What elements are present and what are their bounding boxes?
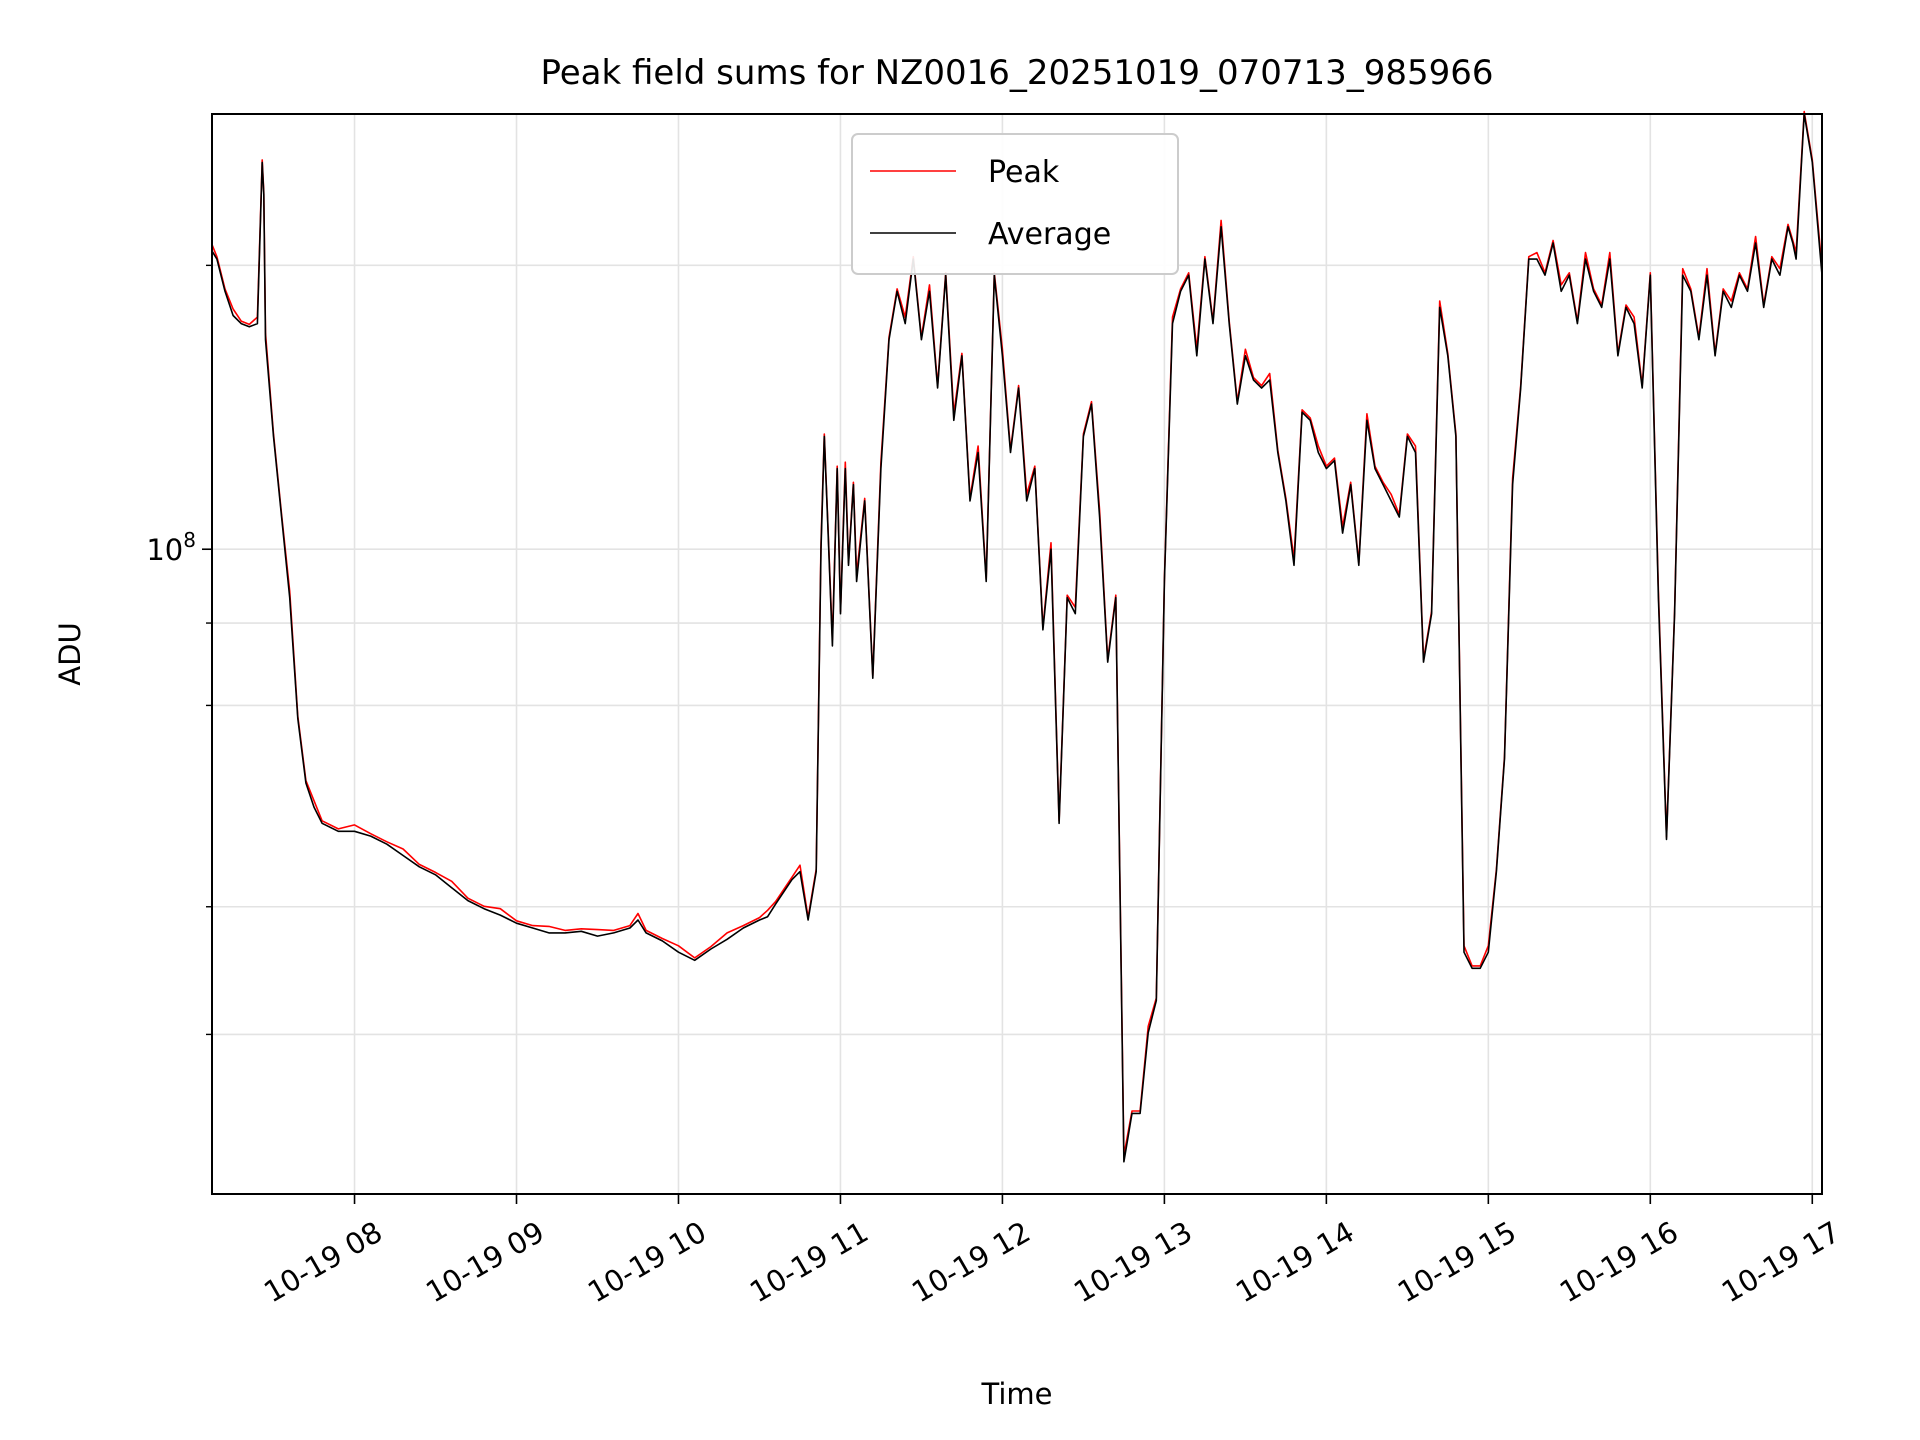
x-tick-label: 10-19 09 <box>420 1215 550 1310</box>
series-layer <box>211 110 1823 1163</box>
series-line-average <box>211 113 1823 1163</box>
x-tick-label: 10-19 08 <box>258 1215 388 1310</box>
x-tick-label: 10-19 10 <box>582 1215 712 1310</box>
x-tick-label: 10-19 17 <box>1716 1215 1846 1310</box>
y-tick-label: 108 <box>146 528 196 567</box>
chart-title: Peak field sums for NZ0016_20251019_0707… <box>540 53 1493 93</box>
x-axis: 10-19 08 10-19 09 10-19 10 10-19 11 10-19 12… <box>258 1194 1846 1309</box>
legend-box <box>851 133 1179 275</box>
y-axis: 108 <box>146 264 212 1036</box>
legend: Peak Average <box>851 133 1179 275</box>
x-axis-label: Time <box>981 1377 1053 1411</box>
x-tick-label: 10-19 15 <box>1392 1215 1522 1310</box>
y-axis-label: ADU <box>53 622 87 685</box>
legend-label-peak: Peak <box>988 155 1060 190</box>
x-tick-label: 10-19 12 <box>906 1215 1036 1310</box>
x-tick-label: 10-19 11 <box>744 1215 874 1310</box>
x-tick-label: 10-19 13 <box>1068 1215 1198 1310</box>
legend-label-average: Average <box>988 217 1111 252</box>
grid <box>212 114 1822 1194</box>
x-tick-label: 10-19 16 <box>1554 1215 1684 1310</box>
plot-frame <box>211 113 1823 1195</box>
x-tick-label: 10-19 14 <box>1230 1215 1360 1310</box>
